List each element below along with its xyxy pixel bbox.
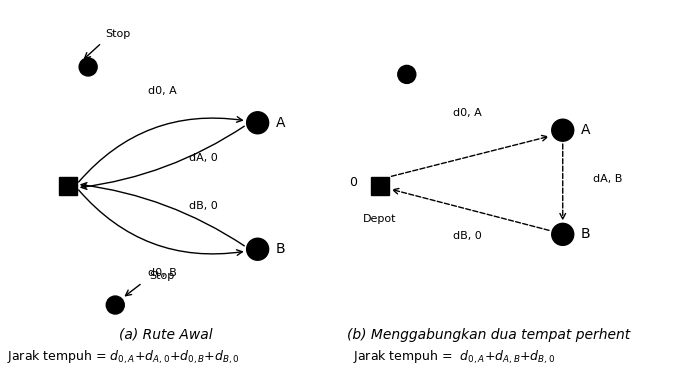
FancyBboxPatch shape — [371, 177, 388, 195]
FancyBboxPatch shape — [59, 177, 77, 195]
Text: d0, B: d0, B — [148, 269, 177, 278]
Text: (a) Rute Awal: (a) Rute Awal — [119, 328, 213, 342]
Ellipse shape — [552, 223, 574, 246]
Ellipse shape — [552, 119, 574, 141]
Text: A: A — [275, 116, 285, 130]
Text: A: A — [580, 123, 590, 137]
Text: B: B — [580, 227, 590, 241]
Ellipse shape — [106, 296, 124, 314]
Text: B: B — [275, 242, 285, 256]
Text: Stop: Stop — [105, 29, 130, 39]
Text: Jarak tempuh =  $d_{0,A}$+$d_{A,B}$+$d_{B,0}$: Jarak tempuh = $d_{0,A}$+$d_{A,B}$+$d_{B… — [353, 349, 555, 366]
Text: d0, A: d0, A — [148, 86, 177, 96]
Text: Depot: Depot — [363, 215, 397, 224]
Ellipse shape — [398, 65, 416, 83]
Text: (b) Menggabungkan dua tempat perhent: (b) Menggabungkan dua tempat perhent — [346, 328, 630, 342]
Ellipse shape — [79, 58, 97, 76]
Text: Stop: Stop — [149, 271, 174, 281]
Text: dA, 0: dA, 0 — [189, 153, 218, 163]
Text: d0, A: d0, A — [454, 109, 482, 118]
Text: dB, 0: dB, 0 — [454, 231, 482, 241]
Text: Jarak tempuh = $d_{0,A}$+$d_{A,0}$+$d_{0,B}$+$d_{B,0}$: Jarak tempuh = $d_{0,A}$+$d_{A,0}$+$d_{0… — [7, 349, 239, 366]
Text: dA, B: dA, B — [593, 174, 622, 183]
Text: 0: 0 — [349, 176, 357, 189]
Ellipse shape — [247, 112, 268, 134]
Ellipse shape — [247, 238, 268, 260]
Text: dB, 0: dB, 0 — [189, 202, 218, 211]
